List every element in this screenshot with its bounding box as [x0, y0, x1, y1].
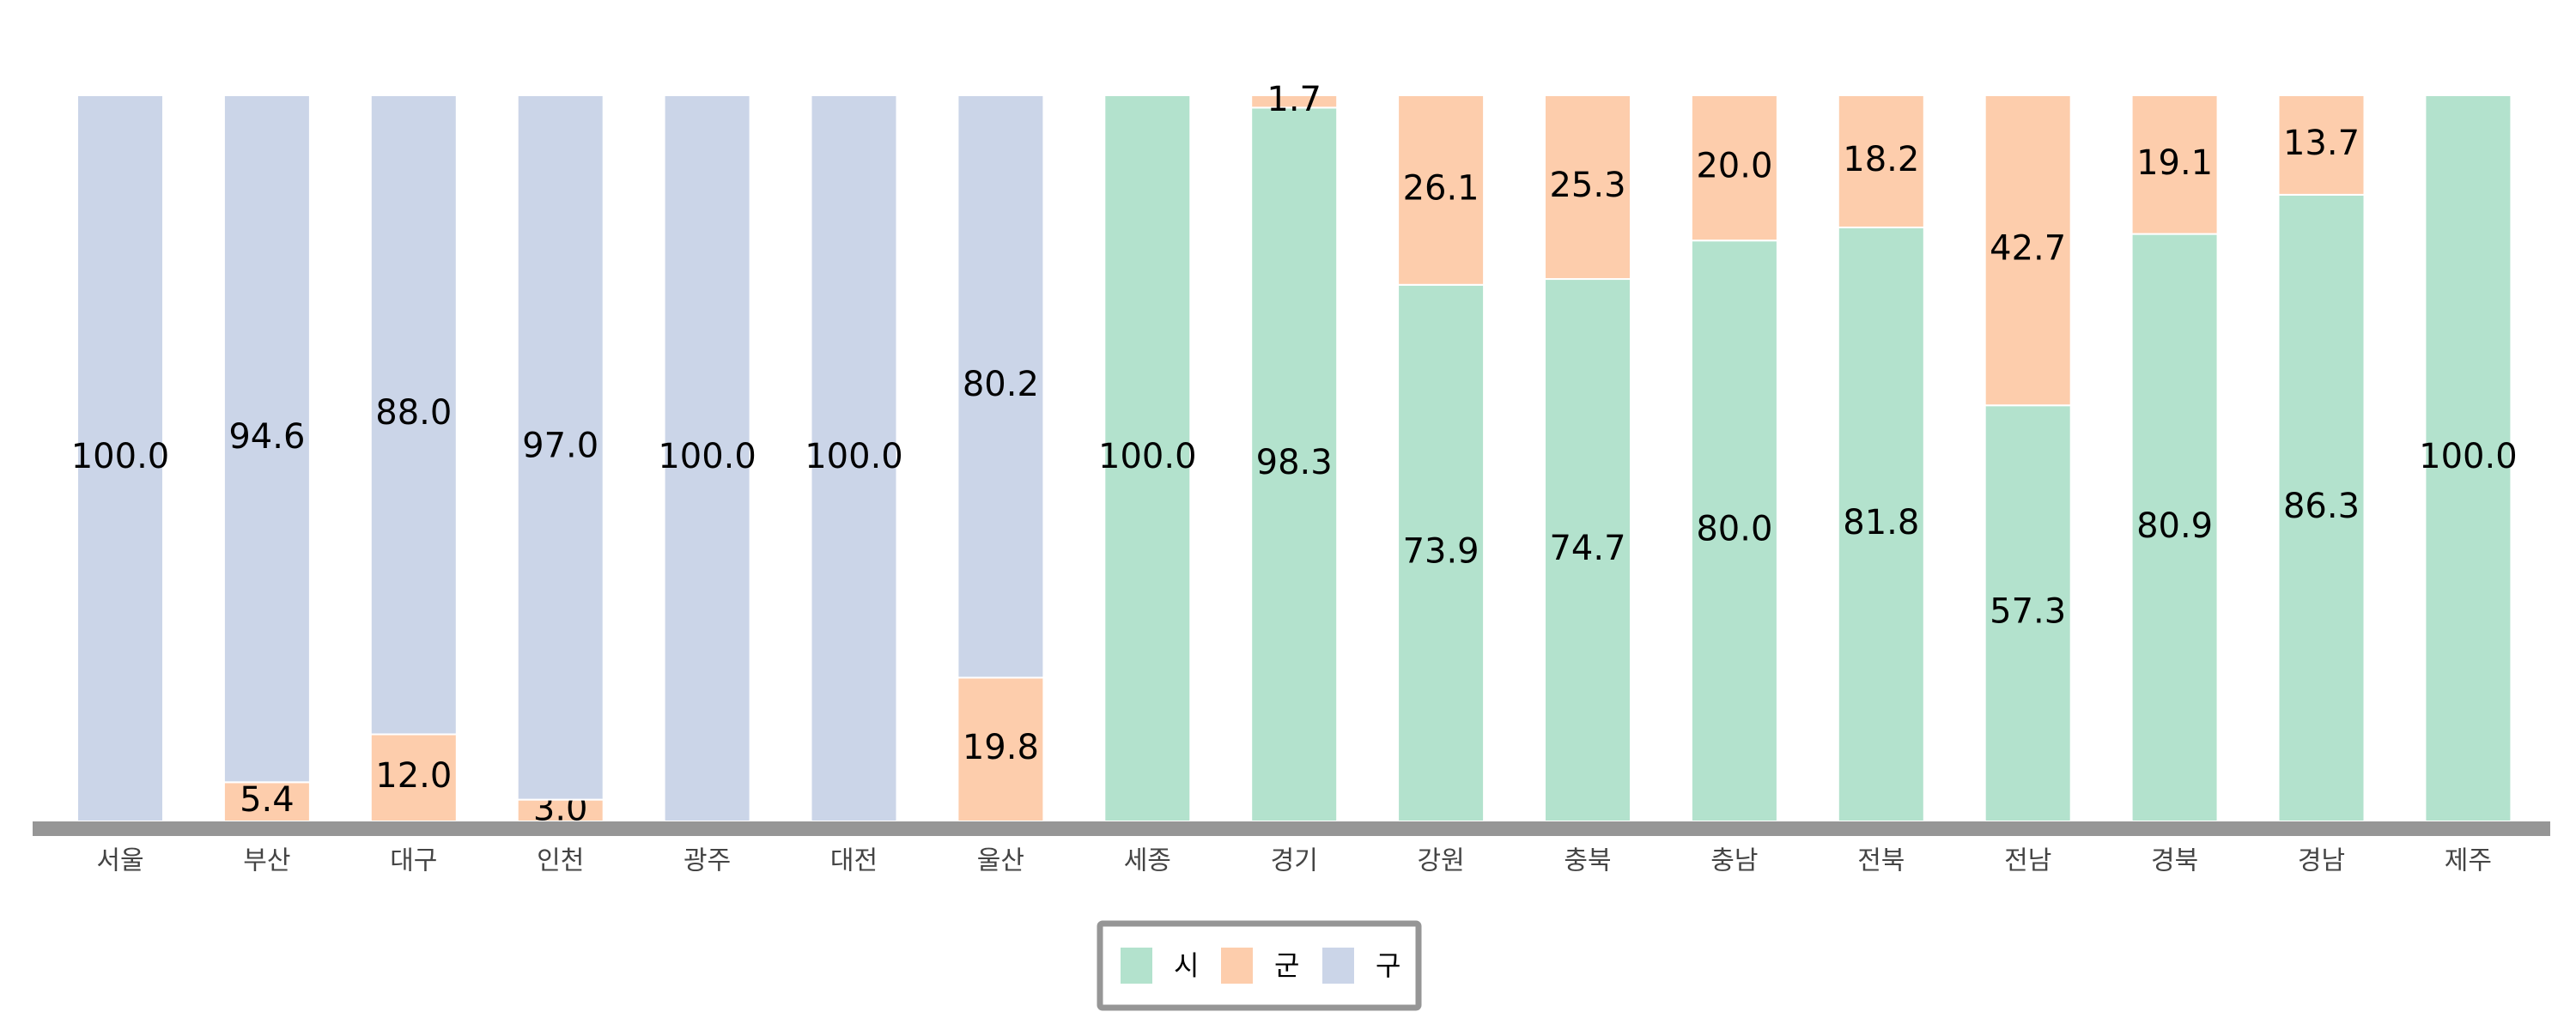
data-label: 19.8 — [963, 728, 1039, 767]
legend-swatch — [1121, 948, 1152, 984]
bar-segment — [516, 798, 605, 822]
x-tick-label: 인천 — [537, 846, 584, 876]
data-label: 80.0 — [1696, 510, 1772, 549]
bar-segment — [369, 94, 458, 736]
bar-segment — [2277, 193, 2366, 823]
data-label: 74.7 — [1549, 529, 1625, 568]
x-tick-label: 전북 — [1857, 846, 1905, 876]
bar-segment — [76, 94, 164, 822]
data-label: 94.6 — [228, 417, 305, 457]
legend-label: 군 — [1274, 949, 1299, 982]
bar-segment — [222, 781, 311, 822]
bar-segment — [516, 94, 605, 801]
bar-segment — [1103, 94, 1192, 822]
bar-segment — [1544, 278, 1631, 822]
bar-segment — [1250, 94, 1339, 109]
x-tick-label: 경북 — [2151, 846, 2198, 876]
data-label: 13.7 — [2283, 124, 2360, 163]
x-tick-label: 대전 — [830, 846, 878, 876]
x-tick-label: 울산 — [977, 846, 1024, 876]
data-label: 12.0 — [375, 756, 452, 796]
bar-segment — [1984, 404, 2072, 822]
bar-segment — [2424, 94, 2512, 822]
bar-segment — [957, 94, 1045, 679]
bar-segment — [222, 94, 311, 784]
data-label: 19.1 — [2136, 143, 2213, 183]
legend-label: 시 — [1174, 949, 1199, 982]
bar-segment — [1397, 283, 1485, 822]
x-tick-label: 부산 — [243, 846, 290, 876]
legend-swatch — [1221, 948, 1253, 984]
data-label: 42.7 — [1990, 229, 2066, 269]
data-label: 1.7 — [1267, 80, 1321, 119]
data-label: 100.0 — [658, 437, 756, 476]
bar-segment — [1397, 94, 1485, 286]
bar-segment — [1984, 94, 2072, 407]
data-label: 80.9 — [2136, 506, 2213, 546]
bar-segment — [369, 733, 458, 822]
data-label: 18.2 — [1843, 140, 1919, 179]
data-label: 20.0 — [1696, 147, 1772, 186]
legend-box — [1097, 920, 1422, 1011]
bar-segment — [2130, 94, 2219, 235]
bar-segment — [1250, 106, 1339, 822]
x-tick-label: 제주 — [2445, 846, 2492, 876]
data-label: 86.3 — [2283, 487, 2360, 526]
bar-segment — [1837, 94, 1925, 228]
x-tick-label: 경기 — [1271, 846, 1318, 876]
x-tick-label: 세종 — [1124, 846, 1171, 876]
bar-segment — [2277, 94, 2366, 196]
data-label: 88.0 — [375, 393, 452, 433]
data-label: 25.3 — [1549, 166, 1625, 205]
x-tick-label: 강원 — [1417, 846, 1464, 876]
bar-segment — [1690, 94, 1778, 242]
bar-segment — [1837, 226, 1925, 822]
data-label: 100.0 — [2419, 437, 2518, 476]
data-label: 100.0 — [71, 437, 170, 476]
bar-segment — [810, 94, 898, 822]
data-label: 100.0 — [805, 437, 903, 476]
legend-swatch — [1322, 948, 1354, 984]
data-label: 5.4 — [240, 780, 295, 820]
bar-segment — [1544, 94, 1631, 281]
x-tick-label: 경남 — [2298, 846, 2345, 876]
legend-label: 구 — [1376, 949, 1400, 982]
x-tick-label: 대구 — [390, 846, 437, 876]
x-tick-label: 충남 — [1710, 846, 1758, 876]
data-label: 100.0 — [1098, 437, 1197, 476]
data-label: 81.8 — [1843, 503, 1919, 542]
x-tick-label: 광주 — [683, 846, 731, 876]
x-tick-label: 전남 — [2004, 846, 2051, 876]
data-label: 57.3 — [1990, 592, 2066, 632]
x-axis-line — [33, 821, 2550, 836]
data-label: 80.2 — [963, 365, 1039, 404]
x-tick-label: 서울 — [96, 846, 143, 876]
data-label: 73.9 — [1403, 531, 1479, 571]
data-label: 97.0 — [522, 426, 598, 465]
data-label: 98.3 — [1256, 443, 1333, 482]
bar-segment — [663, 94, 751, 822]
data-label: 26.1 — [1403, 168, 1479, 208]
x-tick-label: 충북 — [1564, 846, 1611, 876]
